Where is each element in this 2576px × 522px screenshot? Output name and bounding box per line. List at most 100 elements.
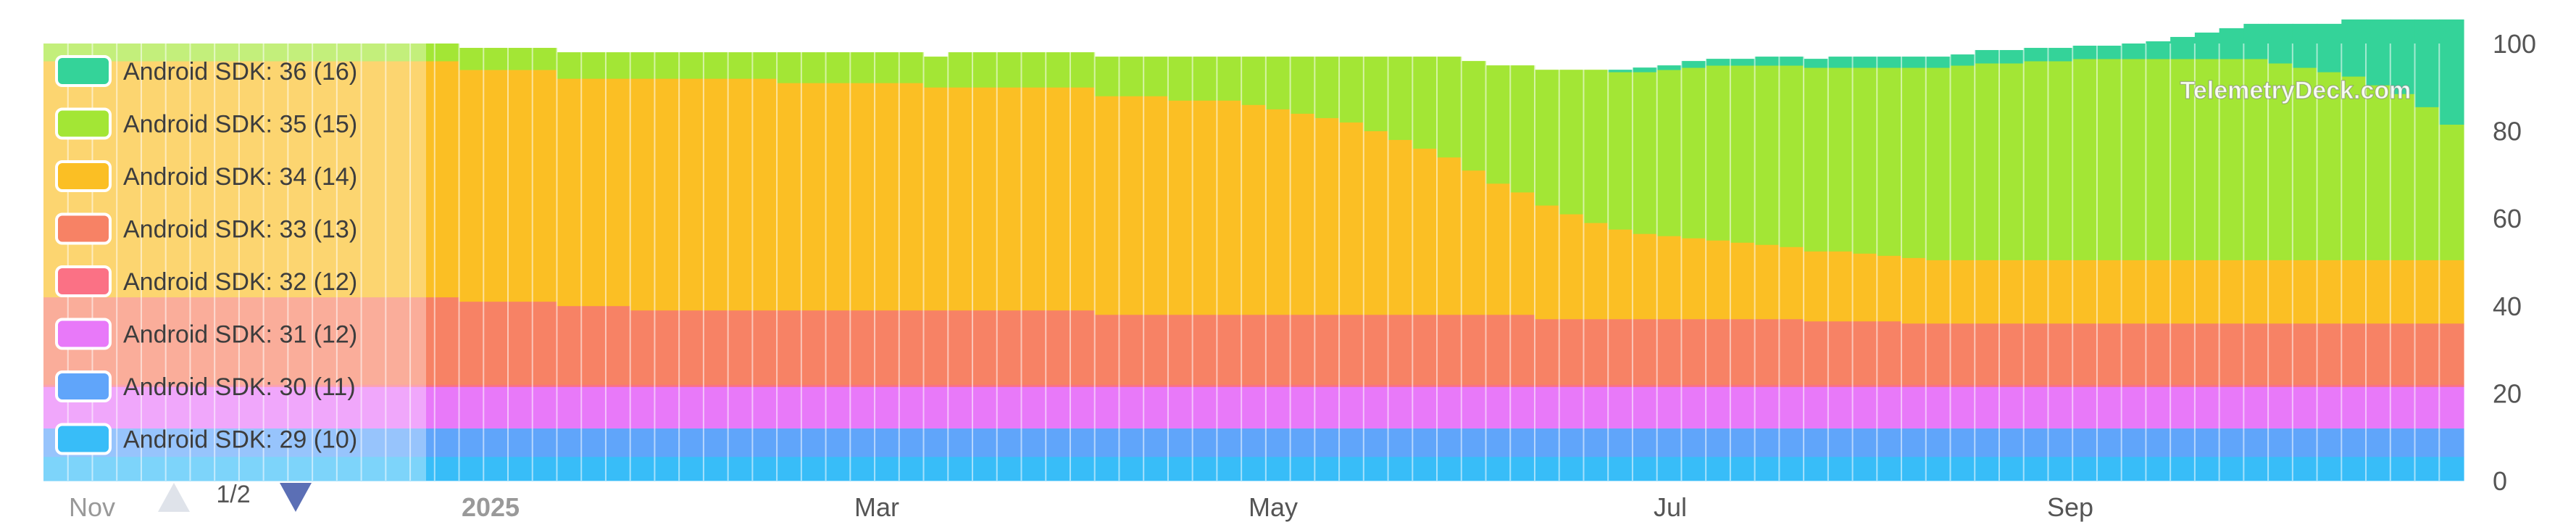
area-segment-sdk35: [2317, 72, 2342, 260]
area-segment-sdk33: [1192, 314, 1217, 385]
area-segment-sdk31: [1314, 386, 1340, 429]
area-segment-sdk33: [361, 297, 386, 385]
area-segment-sdk32: [1950, 384, 1975, 387]
area-segment-sdk32: [532, 384, 558, 387]
area-segment-sdk31: [728, 386, 753, 429]
area-segment-sdk31: [2243, 386, 2269, 429]
area-segment-sdk32: [2366, 384, 2391, 387]
area-segment-sdk31: [1021, 386, 1046, 429]
legend-item-sdk34[interactable]: Android SDK: 34 (14): [55, 160, 357, 192]
area-segment-sdk31: [1485, 386, 1511, 429]
area-segment-sdk29: [1437, 456, 1462, 481]
area-segment-sdk33: [2414, 323, 2440, 385]
area-segment-sdk32: [728, 384, 753, 387]
area-segment-sdk31: [654, 386, 680, 429]
area-segment-sdk31: [1192, 386, 1217, 429]
area-segment-sdk31: [1388, 386, 1413, 429]
area-segment-sdk30: [1534, 428, 1560, 457]
area-segment-sdk29: [2243, 456, 2269, 481]
area-segment-sdk34: [1608, 229, 1633, 320]
area-segment-sdk35: [801, 52, 827, 83]
area-segment-sdk30: [728, 428, 753, 457]
area-segment-sdk32: [117, 384, 142, 387]
area-segment-sdk31: [508, 386, 533, 429]
legend-item-sdk35[interactable]: Android SDK: 35 (15): [55, 107, 357, 140]
area-segment-sdk31: [825, 386, 851, 429]
area-segment-sdk34: [1998, 260, 2025, 324]
area-segment-sdk34: [434, 61, 460, 298]
legend-label: Android SDK: 31 (12): [123, 321, 357, 349]
area-segment-sdk35: [1583, 70, 1609, 223]
area-segment-sdk33: [752, 310, 778, 385]
area-segment-sdk33: [1437, 314, 1462, 385]
area-segment-sdk31: [850, 386, 875, 429]
area-segment-sdk33: [1779, 318, 1804, 385]
legend-item-sdk32[interactable]: Android SDK: 32 (12): [55, 265, 357, 297]
area-segment-sdk35: [1461, 61, 1487, 171]
area-segment-sdk33: [1998, 323, 2025, 385]
area-segment-sdk32: [483, 384, 509, 387]
legend-swatch: [55, 423, 112, 455]
area-segment-sdk36: [2072, 46, 2098, 59]
area-segment-sdk34: [1681, 238, 1706, 320]
area-segment-sdk32: [2072, 384, 2098, 387]
area-segment-sdk33: [508, 301, 533, 385]
area-segment-sdk34: [238, 61, 264, 298]
area-segment-sdk29: [1241, 456, 1267, 481]
area-segment-sdk34: [2414, 260, 2440, 324]
area-segment-sdk31: [1363, 386, 1389, 429]
area-segment-sdk31: [1975, 386, 2000, 429]
area-segment-sdk35: [2341, 76, 2367, 260]
area-segment-sdk30: [288, 428, 313, 457]
area-segment-sdk34: [825, 83, 851, 311]
area-segment-sdk30: [1901, 428, 1927, 457]
area-segment-sdk31: [2439, 386, 2464, 429]
area-segment-sdk35: [1046, 52, 1071, 88]
area-segment-sdk36: [1632, 67, 1658, 72]
area-segment-sdk32: [141, 384, 167, 387]
legend-item-sdk36[interactable]: Android SDK: 36 (16): [55, 55, 357, 87]
triangle-up-icon[interactable]: [158, 483, 190, 512]
area-segment-sdk31: [2268, 386, 2293, 429]
area-segment-sdk30: [1804, 428, 1829, 457]
legend-item-sdk31[interactable]: Android SDK: 31 (12): [55, 318, 357, 350]
area-segment-sdk34: [1363, 130, 1389, 315]
area-segment-sdk35: [1706, 65, 1731, 241]
area-segment-sdk35: [1119, 57, 1144, 96]
area-segment-sdk31: [1706, 386, 1731, 429]
legend-item-sdk29[interactable]: Android SDK: 29 (10): [55, 423, 357, 455]
area-segment-sdk36: [2243, 23, 2269, 59]
area-segment-sdk31: [777, 386, 802, 429]
triangle-down-icon[interactable]: [280, 483, 312, 512]
area-segment-sdk31: [1754, 386, 1780, 429]
legend-item-sdk30[interactable]: Android SDK: 30 (11): [55, 370, 356, 402]
area-segment-sdk33: [581, 305, 607, 385]
area-segment-sdk33: [2121, 323, 2147, 385]
area-segment-sdk31: [2219, 386, 2244, 429]
area-segment-sdk36: [1998, 50, 2025, 64]
area-segment-sdk30: [1583, 428, 1609, 457]
legend-item-sdk33[interactable]: Android SDK: 33 (13): [55, 212, 357, 245]
area-segment-sdk31: [361, 386, 386, 429]
area-segment-sdk32: [1583, 384, 1609, 387]
area-segment-sdk32: [1314, 384, 1340, 387]
area-segment-sdk35: [557, 52, 582, 79]
area-segment-sdk30: [996, 428, 1022, 457]
area-segment-sdk33: [532, 301, 558, 385]
area-segment-sdk32: [1656, 384, 1683, 387]
area-segment-sdk32: [2146, 384, 2171, 387]
area-segment-sdk35: [1804, 67, 1829, 252]
area-segment-sdk35: [1412, 57, 1438, 149]
area-segment-sdk34: [508, 70, 533, 302]
area-segment-sdk32: [2219, 384, 2244, 387]
area-segment-sdk34: [1754, 244, 1780, 320]
area-segment-sdk29: [777, 456, 802, 481]
area-segment-sdk31: [1437, 386, 1462, 429]
area-segment-sdk34: [190, 61, 215, 298]
area-segment-sdk36: [2023, 48, 2049, 62]
area-segment-sdk29: [1485, 456, 1511, 481]
area-segment-sdk33: [777, 310, 802, 385]
area-segment-sdk33: [1119, 314, 1144, 385]
area-segment-sdk35: [1094, 57, 1120, 96]
area-segment-sdk35: [1070, 52, 1096, 88]
